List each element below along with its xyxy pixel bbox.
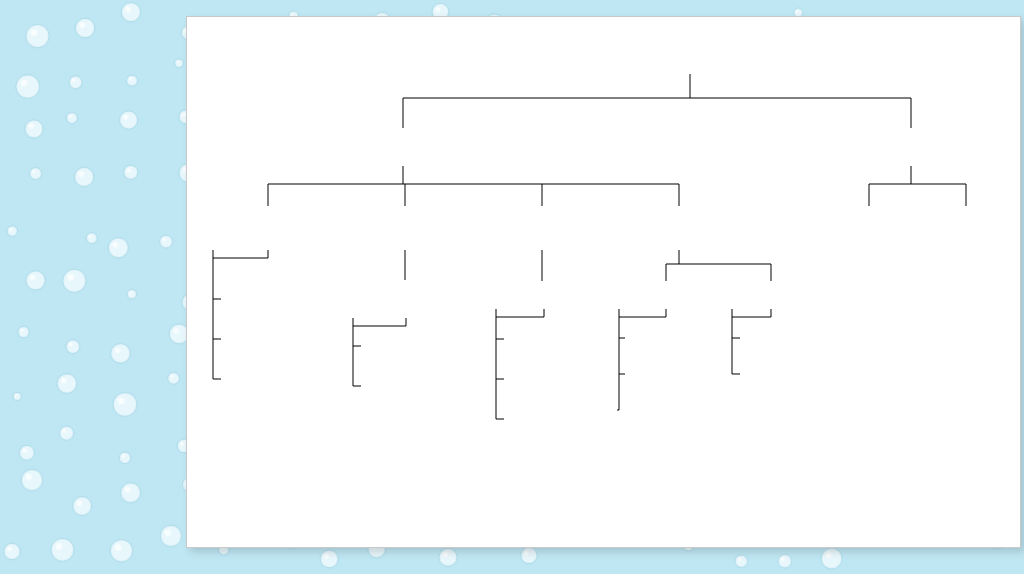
chart-panel [186, 16, 1021, 548]
